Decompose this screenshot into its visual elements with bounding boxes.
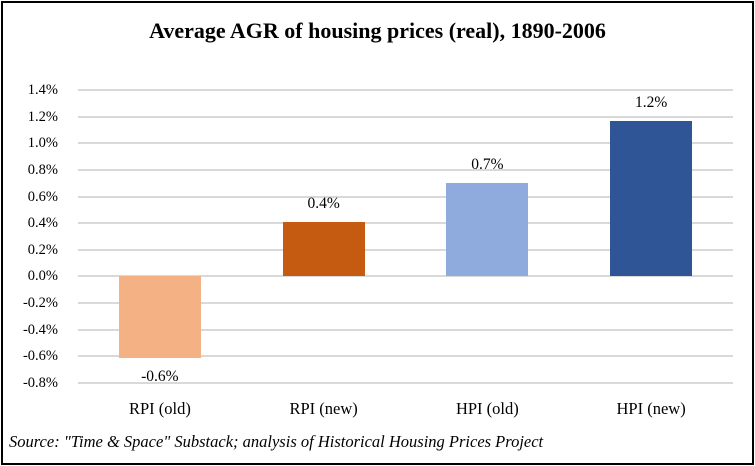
gridline	[78, 195, 733, 198]
bar-value-label-rpi-old: -0.6%	[141, 367, 179, 385]
x-axis-category-label-hpi-old: HPI (old)	[455, 399, 519, 418]
gridline	[78, 115, 733, 118]
gridline	[78, 382, 733, 384]
gridline	[78, 89, 733, 91]
source-note: Source: "Time & Space" Substack; analysi…	[9, 432, 544, 451]
y-axis-tick-label: -0.8%	[22, 375, 58, 391]
y-axis-tick-label: 0.2%	[27, 241, 58, 258]
chart-title: Average AGR of housing prices (real), 18…	[149, 18, 606, 43]
y-axis-tick-label: -0.6%	[22, 348, 58, 365]
gridline	[78, 222, 733, 225]
gridline	[78, 302, 733, 305]
y-axis-tick-label: 1.0%	[27, 135, 58, 152]
y-axis-tick-label: -0.4%	[22, 321, 58, 338]
bar-value-label-hpi-new: 1.2%	[634, 93, 668, 111]
y-axis-tick-label: 1.4%	[27, 82, 58, 98]
bar-rpi-old	[118, 276, 201, 358]
gridline	[78, 328, 733, 331]
y-axis-tick-label: 0.4%	[27, 215, 58, 232]
x-axis-category-label-rpi-new: RPI (new)	[289, 399, 358, 418]
bar-hpi-old	[446, 183, 529, 277]
gridline	[78, 248, 733, 251]
y-axis-tick-label: 0.6%	[27, 188, 58, 205]
bar-value-label-hpi-old: 0.7%	[471, 156, 504, 174]
gridline	[78, 168, 733, 171]
y-axis-tick-label: 1.2%	[27, 108, 58, 125]
x-axis-category-label-rpi-old: RPI (old)	[128, 399, 191, 418]
y-axis-tick-label: 0.8%	[27, 161, 58, 178]
y-axis-tick-label: -0.2%	[22, 295, 58, 312]
gridline	[78, 355, 733, 358]
bar-value-label-rpi-new: 0.4%	[307, 194, 340, 212]
bar-hpi-new	[610, 120, 693, 277]
gridline	[78, 142, 733, 145]
y-axis-tick-label: 0.0%	[27, 268, 58, 285]
gridline	[78, 275, 733, 278]
x-axis-category-label-hpi-new: HPI (new)	[616, 399, 686, 418]
bar-rpi-new	[282, 221, 365, 277]
